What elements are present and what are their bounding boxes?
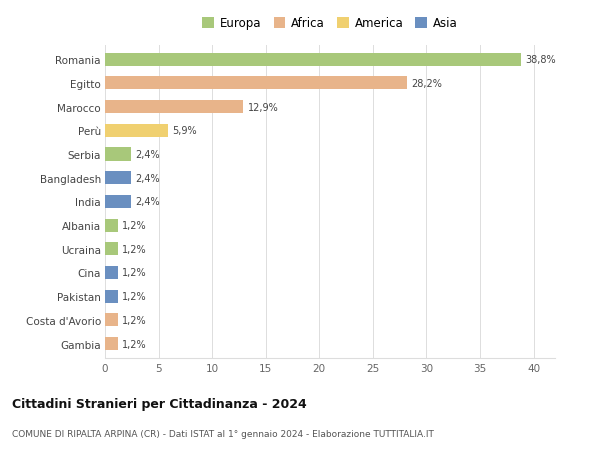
Text: 1,2%: 1,2%	[122, 315, 147, 325]
Text: COMUNE DI RIPALTA ARPINA (CR) - Dati ISTAT al 1° gennaio 2024 - Elaborazione TUT: COMUNE DI RIPALTA ARPINA (CR) - Dati IST…	[12, 429, 434, 438]
Bar	[105, 219, 118, 232]
Text: 2,4%: 2,4%	[135, 150, 160, 160]
Text: 2,4%: 2,4%	[135, 174, 160, 183]
Text: 1,2%: 1,2%	[122, 244, 147, 254]
Text: 12,9%: 12,9%	[248, 102, 278, 112]
Bar	[105, 337, 118, 350]
Text: 1,2%: 1,2%	[122, 268, 147, 278]
Bar	[105, 243, 118, 256]
Legend: Europa, Africa, America, Asia: Europa, Africa, America, Asia	[199, 14, 461, 34]
Text: 5,9%: 5,9%	[173, 126, 197, 136]
Text: 38,8%: 38,8%	[525, 55, 556, 65]
Text: Cittadini Stranieri per Cittadinanza - 2024: Cittadini Stranieri per Cittadinanza - 2…	[12, 397, 307, 410]
Bar	[105, 290, 118, 303]
Bar	[105, 124, 168, 138]
Text: 1,2%: 1,2%	[122, 221, 147, 230]
Text: 1,2%: 1,2%	[122, 339, 147, 349]
Bar	[105, 196, 131, 208]
Bar	[105, 172, 131, 185]
Bar	[105, 266, 118, 280]
Bar	[105, 101, 243, 114]
Text: 28,2%: 28,2%	[412, 79, 442, 89]
Text: 2,4%: 2,4%	[135, 197, 160, 207]
Bar	[105, 77, 407, 90]
Bar	[105, 313, 118, 327]
Text: 1,2%: 1,2%	[122, 291, 147, 302]
Bar	[105, 54, 521, 67]
Bar	[105, 148, 131, 161]
